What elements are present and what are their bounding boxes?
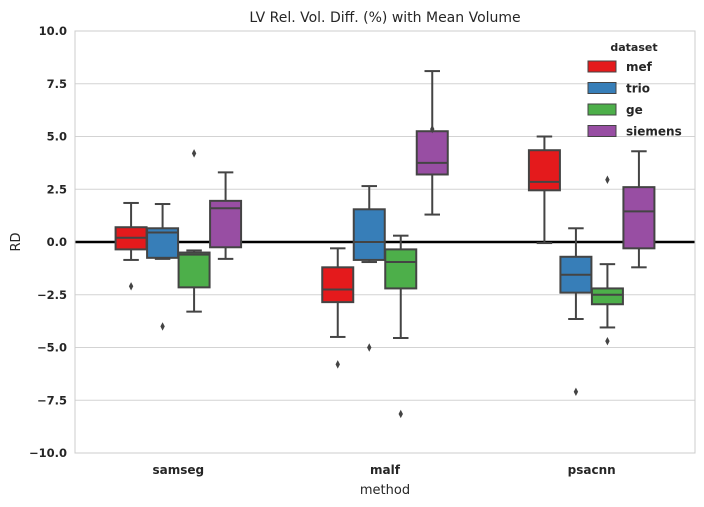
- axes-frame: [74, 30, 696, 454]
- box-siemens-malf: [415, 70, 449, 216]
- chart-title: LV Rel. Vol. Diff. (%) with Mean Volume: [249, 10, 520, 26]
- outlier-point: [367, 343, 372, 352]
- box-ge-psacnn: [590, 175, 624, 346]
- outlier-point: [605, 175, 610, 184]
- legend: dataset mef trio ge siemens: [587, 41, 682, 139]
- y-tick-label: −5.0: [37, 341, 67, 355]
- box-trio-psacnn: [559, 227, 593, 397]
- y-tick-label: −2.5: [37, 288, 67, 302]
- box-iqr: [352, 208, 386, 261]
- box-ge-malf: [384, 234, 418, 419]
- box-iqr: [177, 251, 211, 289]
- box-iqr: [415, 130, 449, 176]
- box-mef-psacnn: [527, 135, 561, 245]
- box-ge-samseg: [177, 149, 211, 313]
- legend-title: dataset: [610, 41, 657, 54]
- outlier-point: [430, 124, 435, 134]
- outlier-point: [398, 409, 403, 419]
- outlier-point: [605, 336, 610, 346]
- y-tick-label: 0.0: [47, 235, 67, 249]
- y-tick-label: 10.0: [39, 24, 67, 38]
- box-mef-malf: [321, 247, 355, 369]
- y-tick-label: 7.5: [47, 77, 67, 91]
- box-siemens-samseg: [209, 171, 243, 260]
- legend-label-ge: ge: [626, 103, 643, 117]
- y-tick-label: 2.5: [47, 182, 67, 196]
- y-tick-label: 5.0: [47, 130, 67, 144]
- legend-label-mef: mef: [626, 60, 653, 74]
- y-tick-label: −10.0: [29, 446, 67, 460]
- plot-border: [74, 30, 696, 454]
- box-iqr: [527, 149, 561, 192]
- x-axis-label: method: [360, 483, 410, 498]
- legend-swatch-ge: [587, 103, 617, 116]
- outlier-point: [573, 387, 579, 397]
- box-siemens-psacnn: [622, 150, 656, 269]
- legend-label-trio: trio: [626, 82, 650, 96]
- legend-swatch-mef: [587, 60, 617, 73]
- x-tick-label-samseg: samseg: [153, 463, 205, 477]
- box-iqr: [321, 266, 355, 304]
- legend-label-siemens: siemens: [626, 125, 682, 139]
- legend-swatch-trio: [587, 82, 617, 94]
- box-trio-samseg: [146, 203, 180, 331]
- outlier-point: [128, 282, 134, 291]
- outlier-point: [191, 149, 197, 158]
- tick-labels: 10.0 7.5 5.0 2.5 0.0 −2.5 −5.0 −7.5 −10.0 samseg m…: [29, 24, 616, 477]
- x-tick-label-psacnn: psacnn: [568, 463, 616, 477]
- box-iqr: [590, 287, 624, 306]
- x-tick-label-malf: malf: [370, 463, 401, 477]
- outlier-point: [335, 360, 340, 369]
- outlier-point: [160, 322, 165, 331]
- box-iqr: [384, 248, 418, 290]
- box-mef-samseg: [114, 201, 148, 291]
- box-iqr: [622, 186, 656, 250]
- box-trio-malf: [352, 185, 386, 352]
- boxes: [114, 70, 656, 419]
- y-axis-label: RD: [9, 232, 24, 251]
- legend-swatch-siemens: [587, 125, 617, 137]
- y-tick-label: −7.5: [37, 393, 67, 407]
